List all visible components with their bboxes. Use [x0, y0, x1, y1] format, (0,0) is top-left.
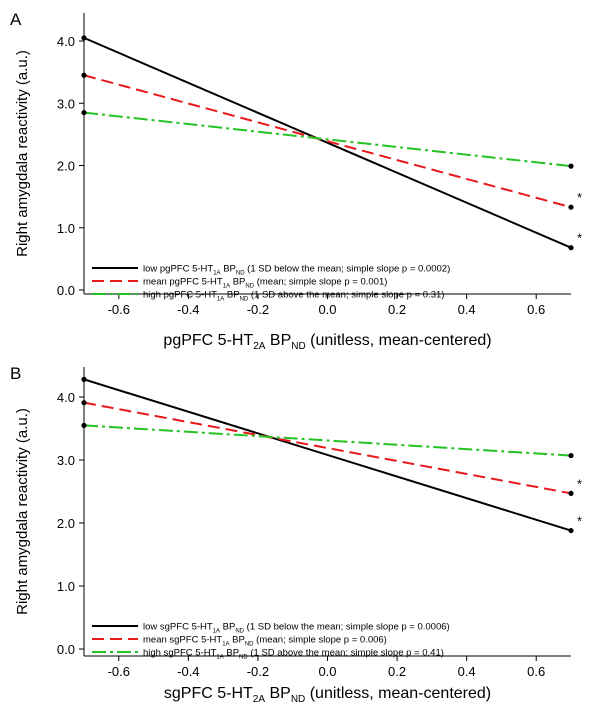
x-axis-label: sgPFC 5-HT2A BPND (unitless, mean-center…	[164, 685, 491, 705]
data-point-high-end	[568, 163, 574, 169]
series-line-mean	[83, 74, 572, 209]
series-line-high	[83, 424, 572, 457]
x-tick-label: 0.0	[318, 664, 336, 679]
y-tick-label: 2.0	[57, 516, 75, 531]
series-line-low	[83, 378, 572, 532]
x-tick-label: 0.2	[388, 664, 406, 679]
x-tick-label: -0.4	[177, 302, 199, 317]
x-tick-label: 0.6	[527, 302, 545, 317]
significance-star-low: *	[577, 231, 582, 246]
y-tick-label: 2.0	[57, 159, 75, 174]
data-point-high-start	[81, 422, 87, 428]
x-tick-label: 0.2	[388, 302, 406, 317]
x-tick-label: -0.4	[177, 664, 199, 679]
y-tick-label: 1.0	[57, 579, 75, 594]
legend-label-mean: mean sgPFC 5-HT1A BPND (mean; simple slo…	[143, 635, 387, 648]
data-point-high-end	[568, 452, 574, 459]
series-line-low	[83, 36, 572, 249]
significance-star-mean: *	[577, 476, 582, 491]
x-tick-label: 0.4	[458, 302, 476, 317]
y-tick-label: 3.0	[57, 453, 75, 468]
series-line-mean	[83, 401, 572, 495]
legend-label-high: high sgPFC 5-HT1A BPND (1 SD above the m…	[143, 648, 444, 661]
data-point-high-start	[81, 109, 87, 116]
data-point-low-end	[568, 527, 574, 534]
x-axis-label: pgPFC 5-HT2A BPND (unitless, mean-center…	[163, 332, 491, 352]
y-tick-label: 0.0	[57, 283, 75, 298]
significance-star-mean: *	[577, 190, 582, 205]
data-point-mean-start	[81, 72, 87, 78]
x-tick-label: -0.2	[247, 664, 269, 679]
y-tick-label: 4.0	[57, 390, 75, 405]
x-tick-label: -0.2	[247, 302, 269, 317]
y-tick-label: 3.0	[57, 96, 75, 111]
y-tick-label: 4.0	[57, 34, 75, 49]
y-tick-label: 1.0	[57, 221, 75, 236]
data-point-mean-start	[81, 400, 87, 406]
x-tick-label: -0.6	[108, 302, 130, 317]
legend-label-high: high pgPFC 5-HT1A BPND (1 SD above the m…	[143, 290, 444, 303]
data-point-low-end	[568, 245, 574, 251]
legend-label-low: low pgPFC 5-HT1A BPND (1 SD below the me…	[143, 264, 450, 277]
x-tick-label: -0.6	[108, 664, 130, 679]
series-line-high	[83, 111, 572, 168]
panel-a: A 0.0 1.0 2.0 3.0 4.0 -0.6 -0.4 -0.2 0.0 0.2 0.4 0.6…	[10, 10, 582, 352]
x-tick-label: 0.6	[527, 664, 545, 679]
data-point-mean-end	[568, 490, 574, 496]
panel-label: A	[10, 10, 22, 29]
x-tick-label: 0.4	[458, 664, 476, 679]
legend-label-mean: mean pgPFC 5-HT1A BPND (mean; simple slo…	[143, 277, 387, 290]
panel-b: B 0.0 1.0 2.0 3.0 4.0 -0.6 -0.4 -0.2 0.0 0.2 0.4 0.6…	[10, 364, 582, 705]
legend-label-low: low sgPFC 5-HT1A BPND (1 SD below the me…	[143, 622, 450, 635]
data-point-low-start	[81, 35, 87, 41]
y-tick-label: 0.0	[57, 642, 75, 657]
significance-star-low: *	[577, 514, 582, 529]
panel-label: B	[10, 364, 21, 383]
y-axis-label: Right amygdala reactivity (a.u.)	[14, 50, 31, 257]
y-axis-label: Right amygdala reactivity (a.u.)	[14, 408, 31, 615]
data-point-low-start	[81, 376, 87, 382]
x-tick-label: 0.0	[318, 302, 336, 317]
data-point-mean-end	[568, 204, 574, 210]
